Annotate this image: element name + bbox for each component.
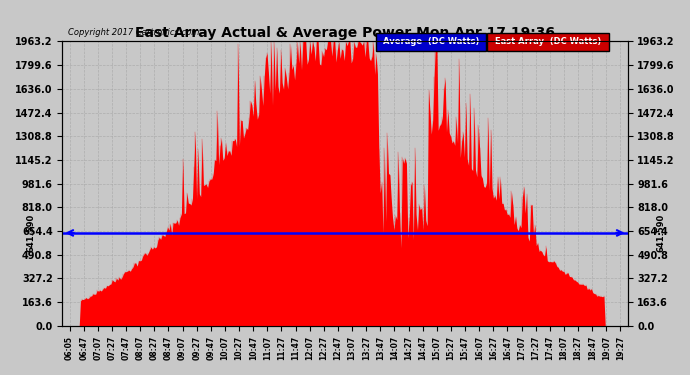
Title: East Array Actual & Average Power Mon Apr 17 19:36: East Array Actual & Average Power Mon Ap… xyxy=(135,26,555,40)
Text: Copyright 2017 Cartronics.com: Copyright 2017 Cartronics.com xyxy=(68,28,199,37)
FancyBboxPatch shape xyxy=(376,33,486,51)
Text: Average  (DC Watts): Average (DC Watts) xyxy=(383,38,479,46)
Text: 641.590: 641.590 xyxy=(27,214,36,252)
Text: East Array  (DC Watts): East Array (DC Watts) xyxy=(495,38,601,46)
Text: 641.590: 641.590 xyxy=(657,214,666,252)
FancyBboxPatch shape xyxy=(487,33,609,51)
